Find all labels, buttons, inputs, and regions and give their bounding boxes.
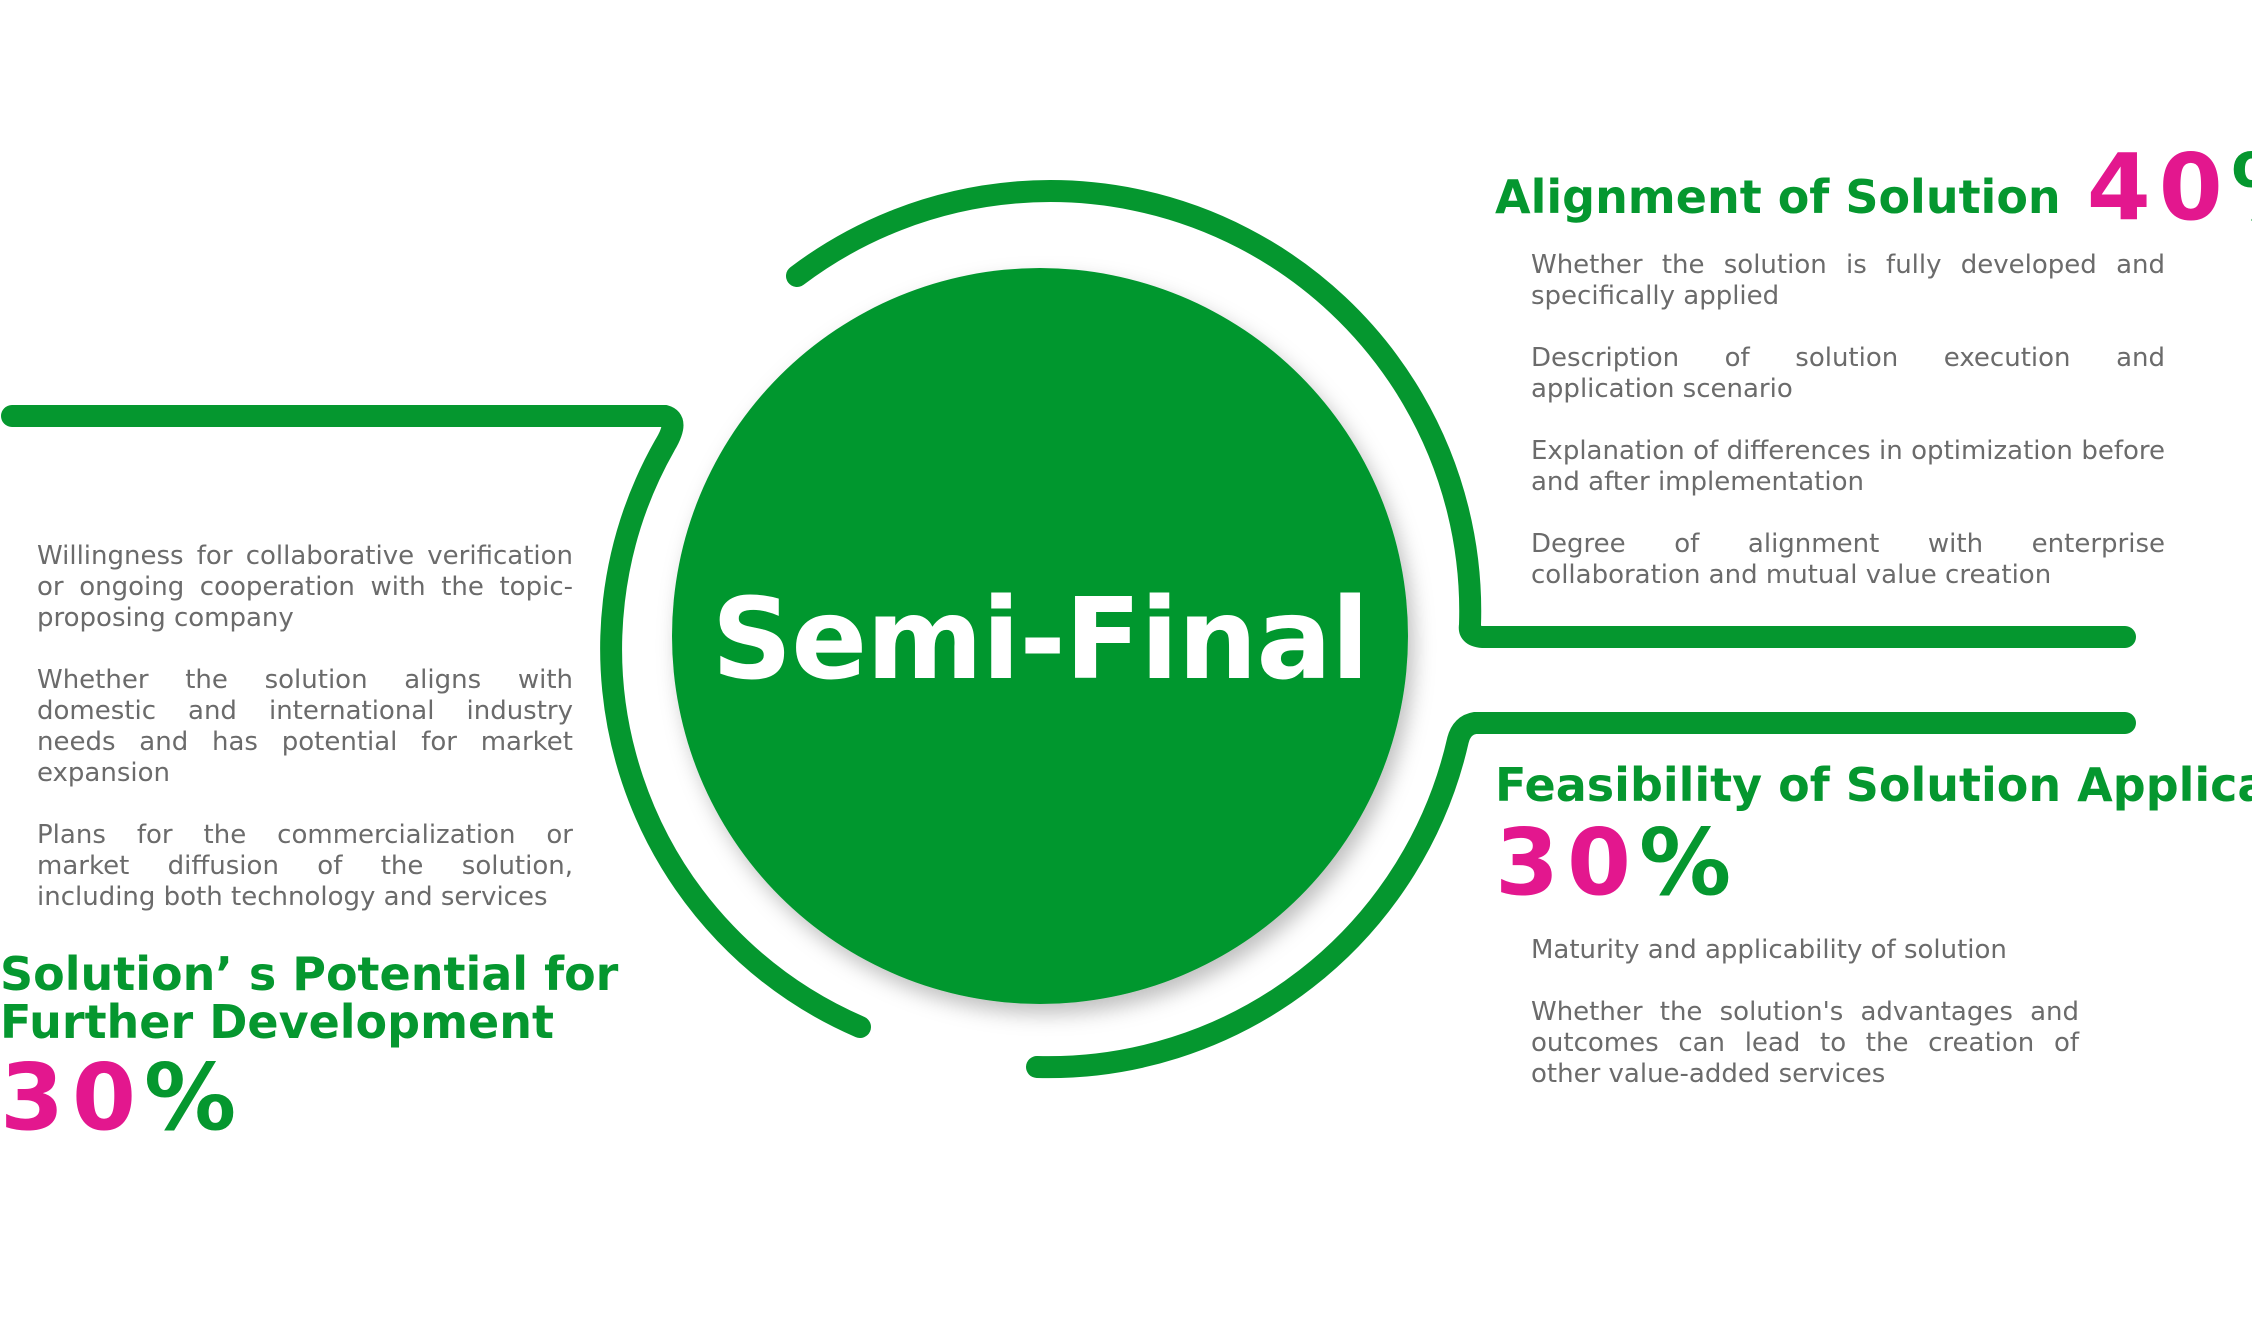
alignment-percent: 40% xyxy=(2087,140,2252,236)
bottom-right-connector-line xyxy=(1026,712,2136,1079)
potential-percent-sign: % xyxy=(144,1044,245,1151)
feasibility-percent-sign: % xyxy=(1639,809,1740,916)
left-connector-line xyxy=(1,405,871,1038)
potential-bullet-list: Willingness for collaborative verificati… xyxy=(37,541,573,944)
list-item: Explanation of differences in optimizati… xyxy=(1531,436,2165,497)
feasibility-percent: 30% xyxy=(1495,815,1739,911)
list-item: Willingness for collaborative verificati… xyxy=(37,541,573,633)
potential-percent-value: 30 xyxy=(0,1044,145,1151)
list-item: Plans for the commercialization or marke… xyxy=(37,820,573,912)
feasibility-percent-value: 30 xyxy=(1495,809,1640,916)
list-item: Whether the solution's advantages and ou… xyxy=(1531,997,2079,1089)
potential-percent: 30% xyxy=(0,1050,244,1146)
list-item: Maturity and applicability of solution xyxy=(1531,935,2007,965)
list-item: Description of solution execution and ap… xyxy=(1531,343,2165,404)
alignment-heading: Alignment of Solution 40% xyxy=(1495,140,2252,236)
alignment-percent-value: 40 xyxy=(2086,134,2231,241)
top-right-connector-line xyxy=(786,180,2136,648)
alignment-percent-sign: % xyxy=(2231,134,2252,241)
semi-final-circle xyxy=(672,268,1408,1004)
feasibility-title: Feasibility of Solution Application xyxy=(1495,758,2252,812)
list-item: Whether the solution is fully developed … xyxy=(1531,250,2165,311)
alignment-bullet-list: Whether the solution is fully developed … xyxy=(1531,250,2165,622)
list-item: Whether the solution aligns with domesti… xyxy=(37,665,573,788)
potential-title: Solution’ s Potential for Further Develo… xyxy=(0,947,619,1049)
feasibility-bullet-list: Maturity and applicability of solution W… xyxy=(1531,935,2079,1121)
center-label: Semi-Final xyxy=(711,575,1370,705)
alignment-title: Alignment of Solution xyxy=(1495,170,2061,224)
list-item: Degree of alignment with enterprise coll… xyxy=(1531,529,2165,590)
